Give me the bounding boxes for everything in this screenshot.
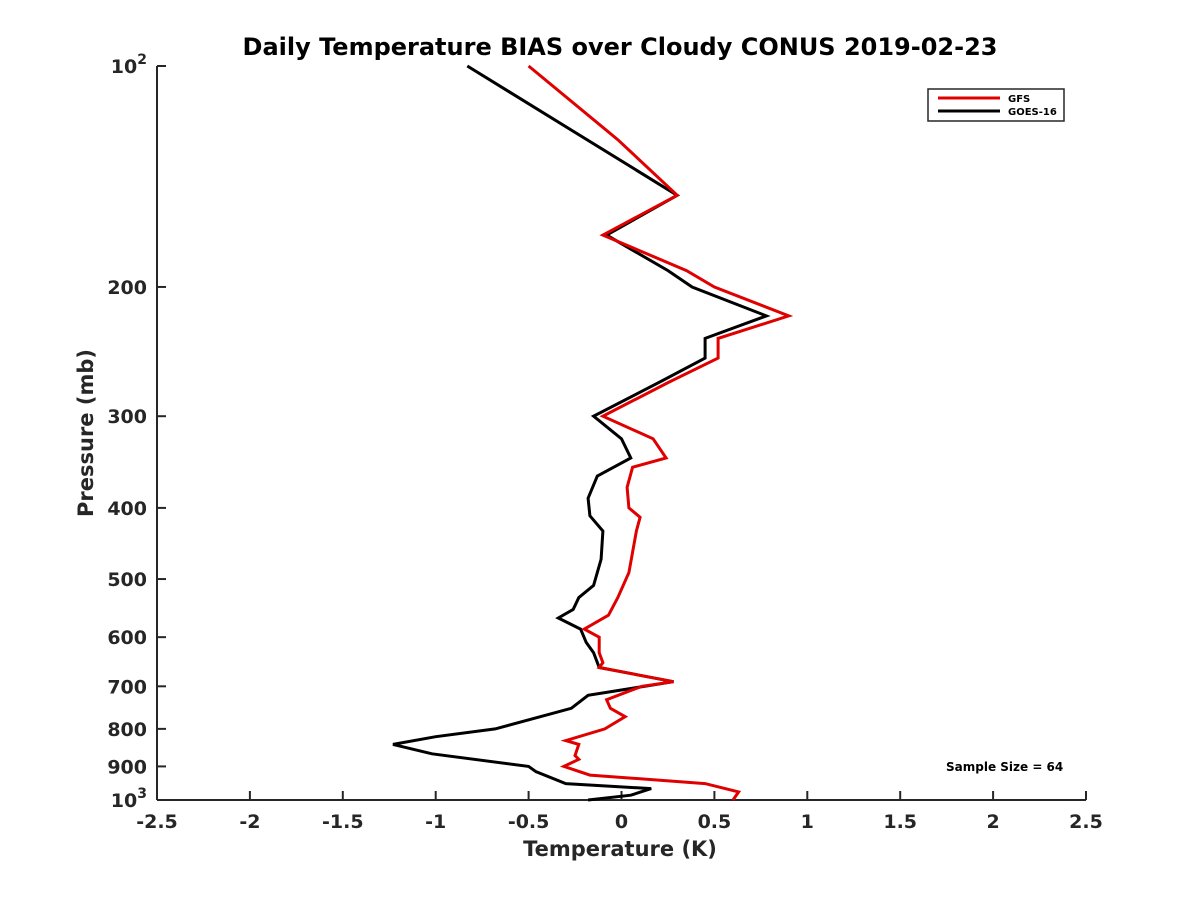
chart-title: Daily Temperature BIAS over Cloudy CONUS…: [243, 33, 998, 61]
legend-label: GFS: [1008, 94, 1030, 105]
y-tick-label: 800: [107, 719, 147, 741]
x-tick-label: 0.5: [698, 811, 732, 833]
legend-label: GOES-16: [1008, 107, 1057, 118]
x-tick-label: -2.5: [136, 811, 178, 833]
x-tick-label: 2.5: [1069, 811, 1103, 833]
y-tick-label: 500: [107, 569, 147, 591]
x-tick-label: 2: [986, 811, 999, 833]
y-tick-label: 600: [107, 627, 147, 649]
y-tick-label: 400: [107, 498, 147, 520]
series-line-gfs: [527, 64, 794, 801]
y-tick-label: 103: [111, 786, 147, 812]
legend-box: [927, 88, 1065, 122]
y-tick-label: 300: [107, 406, 147, 428]
x-tick-label: 1: [801, 811, 814, 833]
y-tick-label: 200: [107, 277, 147, 299]
series-line-goes-16: [392, 64, 771, 802]
x-tick-label: -1.5: [322, 811, 364, 833]
x-axis-label: Temperature (K): [523, 837, 717, 861]
x-tick-label: 1.5: [883, 811, 917, 833]
axes: -2.5 -2 -1.5 -1 -0.5 0 0.5 1 1.5 2 2.5 102 200 300 400…: [107, 52, 1103, 833]
x-tick-label: -0.5: [508, 811, 550, 833]
x-tick-label: -2: [239, 811, 260, 833]
x-tick-label: -1: [425, 811, 446, 833]
y-tick-label: 102: [111, 52, 147, 78]
y-axis-label: Pressure (mb): [74, 349, 98, 517]
y-tick-label: 700: [107, 676, 147, 698]
legend: GFS GOES-16: [927, 88, 1065, 122]
y-tick-label: 900: [107, 756, 147, 778]
series-lines: [392, 64, 794, 802]
x-tick-label: 0: [615, 811, 628, 833]
sample-size-annotation: Sample Size = 64: [946, 760, 1063, 774]
